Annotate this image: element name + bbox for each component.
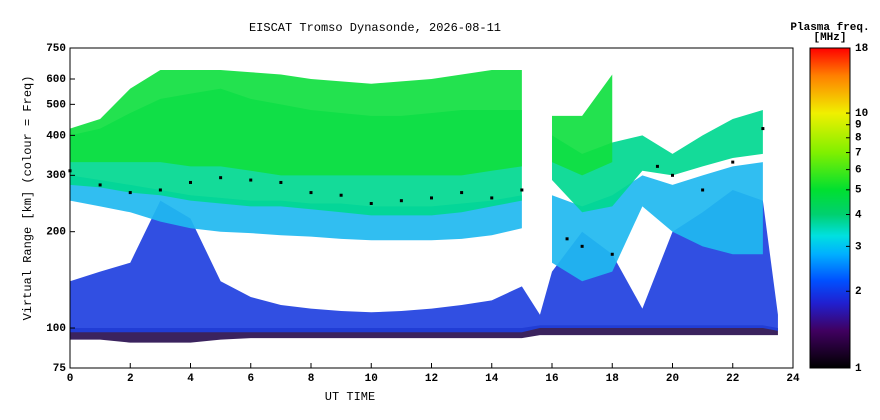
trace-point [158, 188, 162, 192]
colorbar [809, 47, 851, 369]
x-tick-label: 0 [67, 373, 74, 385]
y-tick-label: 300 [46, 170, 66, 182]
colorbar-tick-label: 18 [855, 43, 869, 55]
x-tick-label: 14 [485, 373, 499, 385]
trace-point [731, 160, 735, 164]
y-tick-label: 750 [46, 43, 66, 55]
trace-point [309, 191, 313, 195]
trace-point [339, 193, 343, 197]
y-tick-label: 200 [46, 227, 66, 239]
chart-title: EISCAT Tromso Dynasonde, 2026-08-11 [249, 21, 501, 35]
trace-point [671, 173, 674, 177]
trace-point [655, 164, 659, 168]
trace-point [399, 199, 403, 203]
x-tick-label: 4 [187, 373, 194, 385]
trace-point [369, 201, 373, 205]
trace-point [610, 252, 614, 256]
x-tick-label: 8 [308, 373, 315, 385]
colorbar-tick-label: 9 [855, 120, 862, 132]
trace-point [128, 191, 132, 195]
trace-point [98, 183, 102, 187]
x-tick-label: 24 [786, 373, 800, 385]
trace-point [430, 196, 433, 200]
trace-point [580, 244, 584, 248]
x-tick-label: 16 [545, 373, 558, 385]
range-band [70, 162, 763, 282]
x-tick-label: 22 [726, 373, 739, 385]
colorbar-title: Plasma freq. [790, 22, 869, 34]
trace-point [189, 180, 192, 184]
colorbar-tick-label: 6 [855, 165, 862, 177]
x-tick-label: 10 [365, 373, 378, 385]
y-tick-label: 600 [46, 74, 66, 86]
x-tick-label: 6 [247, 373, 254, 385]
colorbar-title: [MHz] [813, 32, 846, 44]
x-tick-label: 20 [666, 373, 679, 385]
x-tick-label: 12 [425, 373, 438, 385]
colorbar-tick-label: 1 [855, 363, 862, 375]
range-band [70, 189, 778, 333]
trace-point [520, 188, 524, 192]
colorbar-tick-label: 7 [855, 147, 862, 159]
trace-point [460, 191, 464, 195]
colorbar-tick-label: 8 [855, 133, 862, 145]
trace-point [279, 180, 283, 184]
trace-point [565, 237, 569, 241]
trace-point [219, 176, 223, 180]
colorbar-tick-label: 2 [855, 286, 862, 298]
colorbar-tick-label: 5 [855, 185, 862, 197]
trace-point [249, 178, 253, 182]
colorbar-tick-label: 3 [855, 241, 862, 253]
trace-point [490, 196, 494, 200]
trace-point [701, 188, 705, 192]
y-axis-label: Virtual Range [km] (colour = Freq) [21, 76, 35, 321]
y-tick-label: 500 [46, 99, 66, 111]
y-tick-label: 100 [46, 323, 66, 335]
y-tick-label: 75 [53, 363, 67, 375]
colorbar-tick-label: 4 [855, 209, 862, 221]
y-tick-label: 400 [46, 130, 66, 142]
trace-point [761, 127, 765, 131]
x-tick-label: 2 [127, 373, 134, 385]
colorbar-tick-label: 10 [855, 108, 868, 120]
x-tick-label: 18 [606, 373, 620, 385]
x-axis-label: UT TIME [325, 390, 375, 404]
range-band [70, 70, 613, 176]
